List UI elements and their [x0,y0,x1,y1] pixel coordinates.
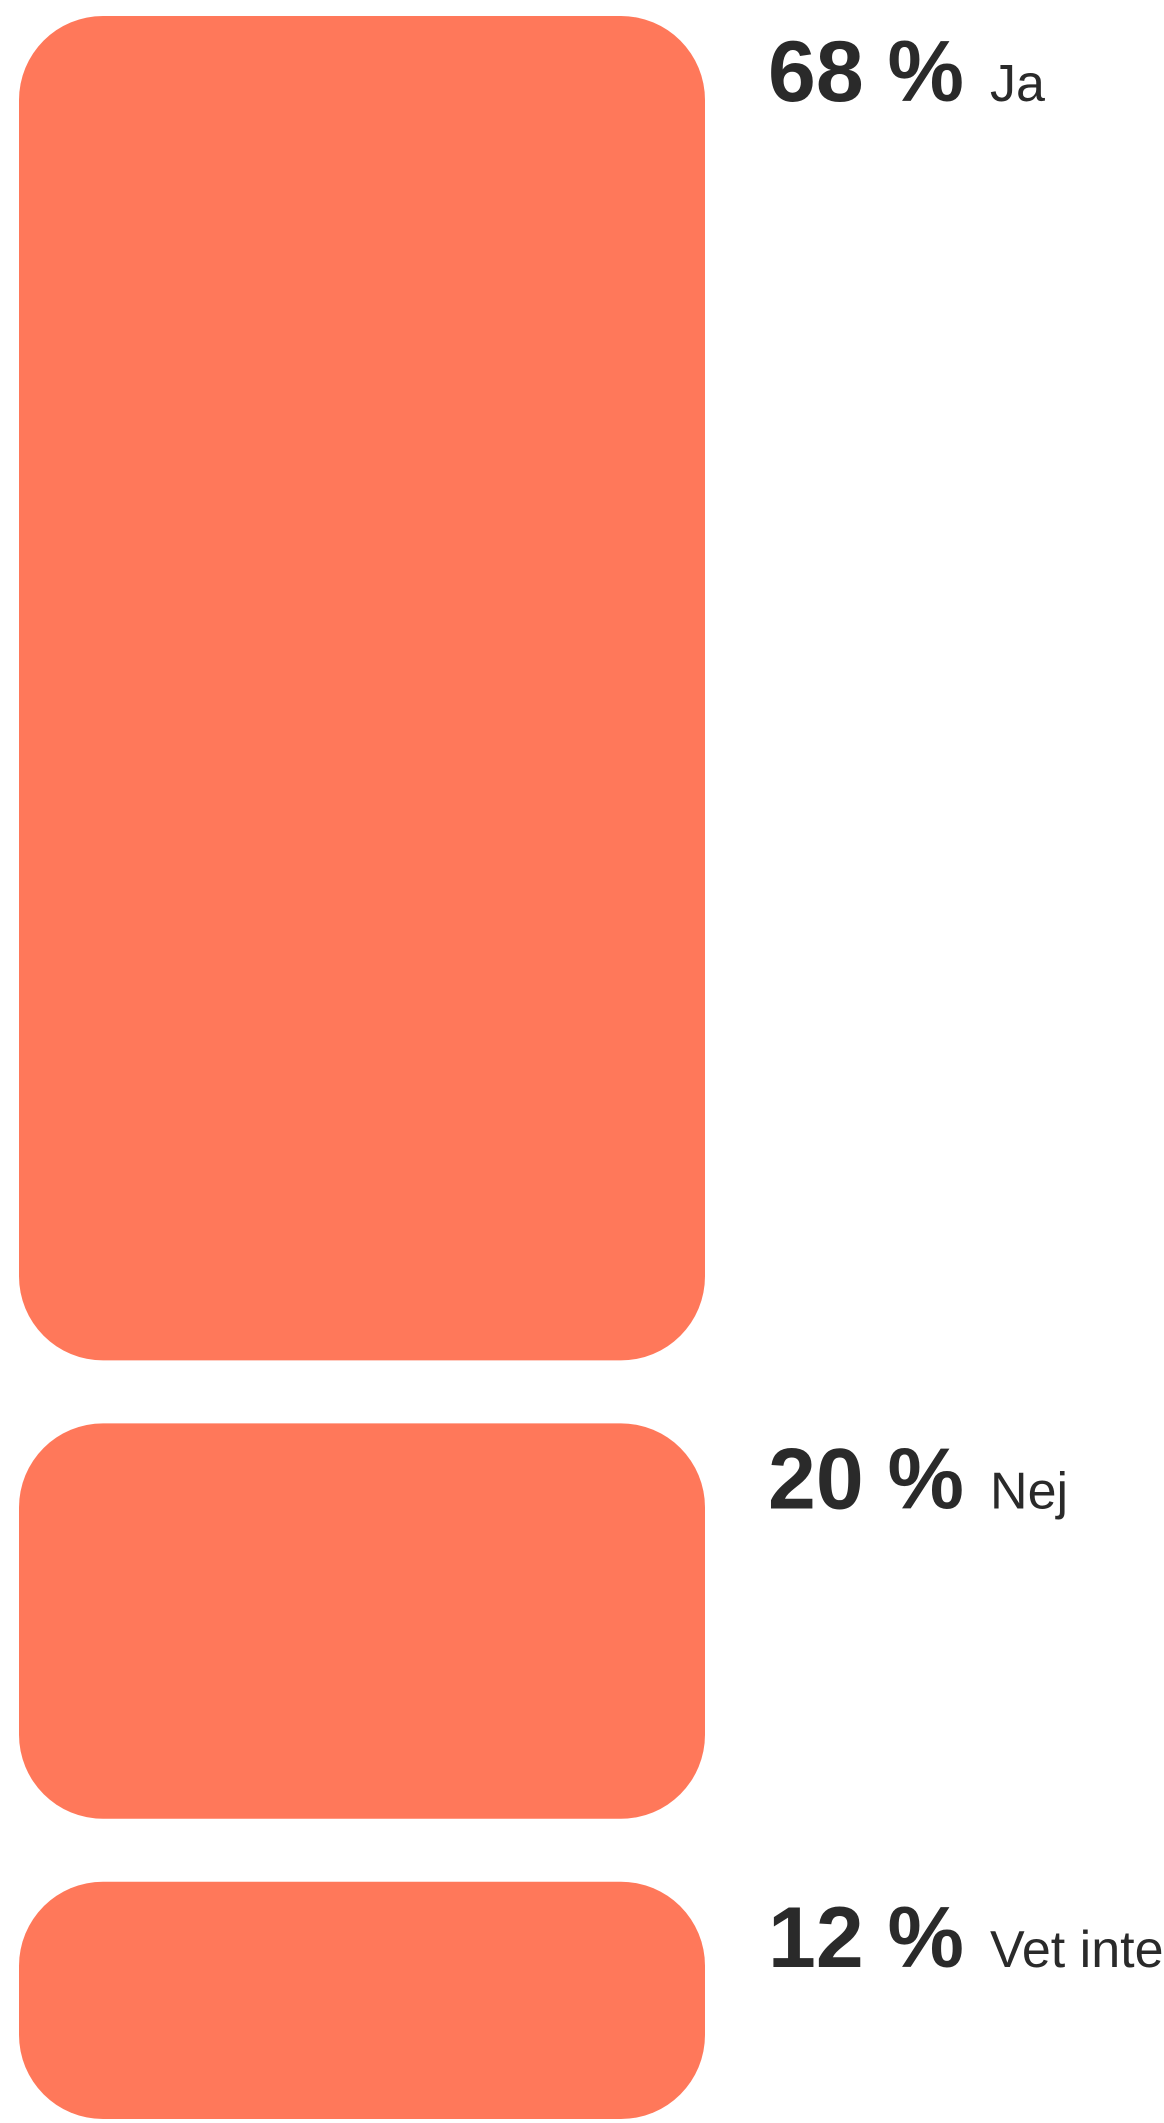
bar-label: 12 % Vet inte [768,1890,1164,1986]
category-label: Ja [990,55,1045,113]
value-label: 20 % [768,1431,964,1527]
bar [19,1881,705,2119]
bar-label: 20 % Nej [768,1431,1068,1527]
bar [19,1423,705,1819]
bar [19,16,705,1361]
category-label: Vet inte [990,1921,1163,1979]
value-label: 68 % [768,24,964,120]
category-label: Nej [990,1462,1068,1520]
value-label: 12 % [768,1890,964,1986]
bar-label: 68 % Ja [768,24,1045,120]
